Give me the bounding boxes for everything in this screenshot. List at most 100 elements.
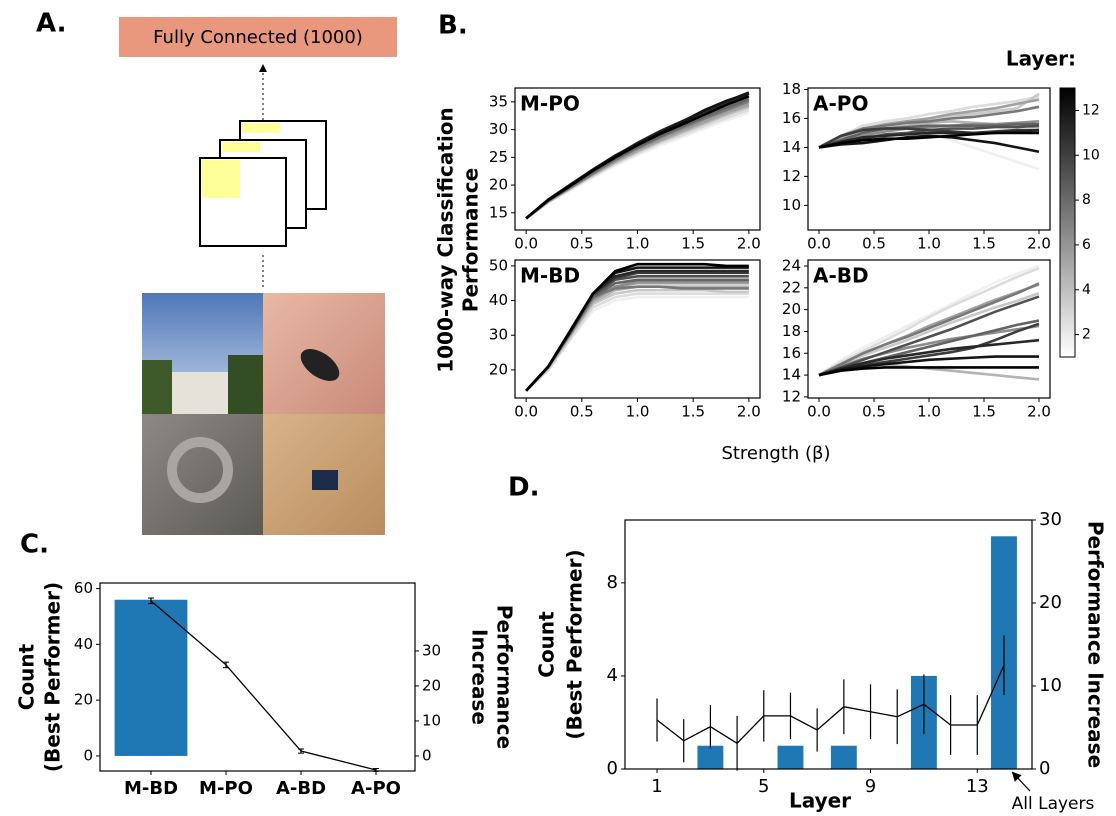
y-tick-label: 22 — [782, 278, 801, 296]
line — [525, 285, 749, 392]
x-tick-label: 1 — [651, 776, 662, 797]
y2-tick-label: 30 — [422, 641, 441, 659]
y-tick-label: 12 — [782, 387, 801, 405]
y2-tick-label: 10 — [422, 711, 441, 729]
y-tick-label: 30 — [489, 120, 508, 138]
colorbar — [1059, 87, 1076, 358]
y-tick-label: 18 — [782, 80, 801, 98]
y-tick-label: 4 — [607, 665, 618, 686]
y-tick-label: 20 — [489, 360, 508, 378]
annotation-arrow — [1011, 771, 1031, 792]
y-tick-label: 12 — [782, 167, 801, 185]
x-tick-label: 0.0 — [807, 235, 831, 253]
line — [818, 122, 1039, 149]
line — [525, 295, 749, 392]
line — [818, 127, 1039, 149]
x-tick-label: 2.0 — [1027, 235, 1051, 253]
colorbar-label: Layer: — [1006, 47, 1076, 71]
y-tick-label: 30 — [489, 326, 508, 344]
colorbar-tick-label: 8 — [1082, 192, 1091, 208]
line — [656, 664, 1005, 745]
line — [525, 288, 749, 392]
bar — [697, 745, 724, 769]
annotation: All Layers — [1012, 794, 1095, 814]
line — [818, 295, 1040, 377]
colorbar-tick-label: 12 — [1082, 102, 1100, 118]
line — [525, 108, 750, 220]
line — [818, 266, 1040, 377]
y-tick-label: 20 — [782, 300, 801, 318]
colorbar-tick-label: 4 — [1082, 282, 1091, 298]
x-tick-label: 2.0 — [737, 235, 761, 253]
line — [818, 131, 1039, 149]
panel-label: A. — [36, 9, 66, 39]
x-tick-label: A-PO — [351, 778, 401, 799]
colorbar-tick-label: 10 — [1082, 147, 1100, 163]
y-tick-label: 50 — [489, 256, 508, 274]
y-tick-label: 16 — [782, 109, 801, 127]
y-tick-label: 14 — [782, 366, 801, 384]
x-tick-label: 1.0 — [626, 403, 650, 421]
line — [818, 292, 1040, 377]
y-axis-label: (Best Performer) — [41, 582, 65, 772]
panel-label: B. — [438, 11, 468, 41]
colorbar-tick-label: 6 — [1082, 237, 1091, 253]
y2-axis-label: Increase — [468, 629, 492, 725]
x-tick-label: 0.0 — [514, 235, 538, 253]
line — [525, 285, 749, 392]
subplot-title: M-BD — [520, 264, 580, 288]
x-tick-label: 1.5 — [972, 235, 996, 253]
colorbar-tick-label: 2 — [1082, 327, 1091, 343]
fc-label: Fully Connected (1000) — [153, 27, 363, 48]
subplot-title: M-PO — [520, 92, 580, 116]
panel-label: D. — [508, 473, 539, 503]
y-axis-label: Count — [535, 611, 559, 678]
line — [525, 281, 749, 392]
x-tick-label: 0.5 — [570, 403, 594, 421]
x-tick-label: 0.5 — [570, 235, 594, 253]
x-tick-label: 0.0 — [807, 403, 831, 421]
y-tick-label: 24 — [782, 257, 801, 275]
line — [525, 262, 749, 392]
panel-label: C. — [20, 530, 49, 560]
x-axis-label: Layer — [789, 789, 851, 813]
x-tick-label: M-BD — [124, 778, 178, 799]
subplot-title: A-BD — [813, 264, 869, 288]
y-tick-label: 40 — [489, 291, 508, 309]
y-axis-label: Count — [15, 643, 39, 710]
y-tick-label: 0 — [83, 746, 93, 764]
y2-axis-label: Performance Increase — [1084, 521, 1108, 768]
x-tick-label: 0.5 — [862, 235, 886, 253]
y-tick-label: 35 — [489, 92, 508, 110]
y2-tick-label: 0 — [1039, 758, 1050, 779]
subplot-title: A-PO — [813, 92, 868, 116]
y2-tick-label: 30 — [1039, 509, 1062, 530]
y-axis-label: (Best Performer) — [563, 549, 587, 739]
line — [818, 338, 1040, 377]
y-tick-label: 20 — [489, 176, 508, 194]
x-tick-label: 2.0 — [737, 403, 761, 421]
fc-box — [119, 17, 397, 57]
y-axis-label: 1000-way Classification — [434, 107, 458, 373]
x-tick-label: 1.5 — [972, 403, 996, 421]
axes-frame — [99, 582, 416, 772]
y-tick-label: 0 — [607, 758, 618, 779]
input-images — [142, 293, 385, 535]
x-tick-label: 2.0 — [1027, 403, 1051, 421]
y2-tick-label: 0 — [422, 746, 432, 764]
axes-frame — [624, 519, 1033, 770]
y-tick-label: 20 — [74, 691, 93, 709]
line — [818, 95, 1040, 149]
x-axis-label: Strength (β) — [721, 443, 830, 464]
bar — [114, 599, 188, 756]
y-tick-label: 40 — [74, 635, 93, 653]
line — [818, 264, 1040, 377]
feature-maps — [199, 120, 327, 247]
x-tick-label: 1.0 — [917, 403, 941, 421]
y-tick-label: 10 — [782, 196, 801, 214]
line — [525, 95, 750, 220]
y-tick-label: 8 — [607, 572, 618, 593]
x-tick-label: 1.5 — [681, 235, 705, 253]
